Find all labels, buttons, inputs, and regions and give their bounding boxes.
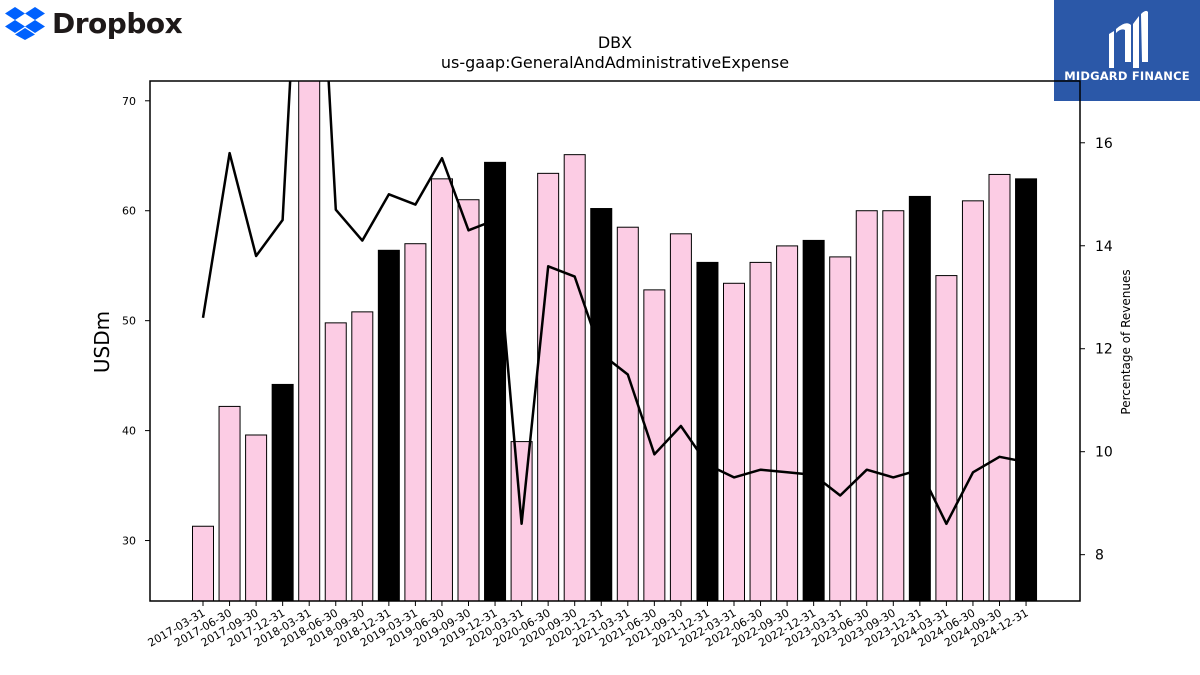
bar [776,245,799,601]
bar [324,322,347,601]
bar [643,289,666,601]
bar [882,210,905,601]
bar [457,199,480,601]
y-tick-label: 40 [122,425,136,438]
bar [802,239,825,601]
bar [723,282,745,601]
midgard-finance-badge: MIDGARD FINANCE [1054,0,1200,101]
bar [245,434,268,601]
bar [1015,178,1038,601]
midgard-finance-icon [1109,10,1148,68]
plot-frame [149,80,1081,602]
bar [961,200,984,601]
dropbox-icon [5,7,45,40]
y2-axis-label: Percentage of Revenues [1119,269,1133,414]
dropbox-logo: Dropbox [4,4,183,42]
bar [669,233,692,601]
y2-tick-label: 12 [1095,342,1113,358]
y-tick-label: 60 [122,205,136,218]
bar [935,275,958,601]
y2-tick-label: 8 [1095,548,1104,564]
bar [271,383,294,601]
chart-subtitle: us-gaap:GeneralAndAdministrativeExpense [441,53,789,72]
bar [377,249,400,601]
y2-tick-label: 16 [1095,136,1113,152]
bar [616,226,639,601]
bar [404,243,427,601]
bar [298,81,321,601]
logo-text: Dropbox [52,6,183,40]
chart-title: DBX [598,33,632,52]
bar [855,210,878,601]
y-tick-label: 30 [122,535,136,548]
y-tick-label: 70 [122,95,136,108]
bar [430,178,453,601]
badge-text: MIDGARD FINANCE [1064,69,1190,83]
bar [696,261,719,601]
bar [749,261,772,601]
plot-area: 30405060708101214162017-03-312017-06-302… [122,80,1113,650]
bar [563,154,586,601]
bar [590,208,613,601]
percentage-line [201,81,1027,526]
bar [988,173,1011,601]
bar [218,405,241,601]
bar [351,311,374,601]
bar [192,525,214,601]
y2-tick-label: 10 [1095,445,1113,461]
y-axis-label: USDm [90,311,114,373]
y2-tick-label: 14 [1095,239,1113,255]
y-tick-label: 50 [122,315,136,328]
line-series [201,81,1027,526]
bar [908,195,931,601]
bar [829,256,852,601]
bar [537,172,560,601]
bar-series [192,81,1038,601]
